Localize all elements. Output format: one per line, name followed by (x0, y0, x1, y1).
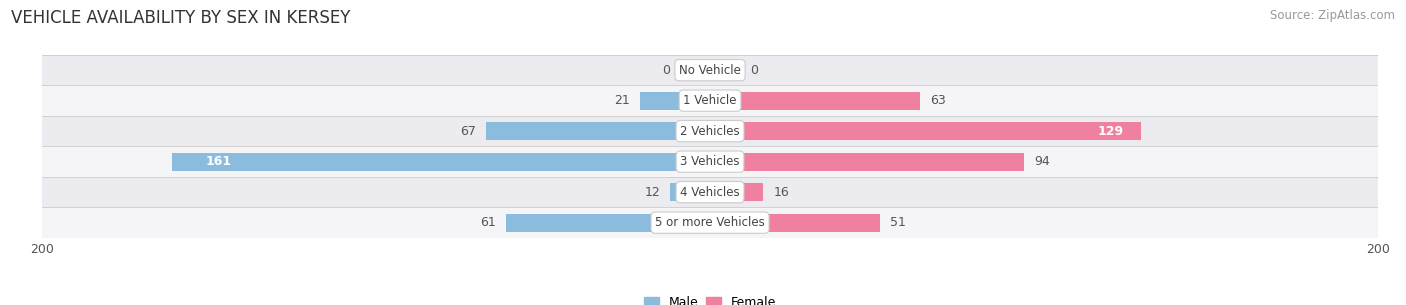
Bar (710, 122, 1140, 140)
Text: 94: 94 (1033, 155, 1050, 168)
Text: Source: ZipAtlas.com: Source: ZipAtlas.com (1270, 9, 1395, 22)
Legend: Male, Female: Male, Female (638, 291, 782, 305)
Text: 12: 12 (644, 186, 659, 199)
Text: 161: 161 (205, 155, 232, 168)
Bar (42, 146, 1378, 177)
Text: 21: 21 (614, 94, 630, 107)
Text: 67: 67 (460, 125, 477, 138)
Text: 63: 63 (931, 94, 946, 107)
Text: 0: 0 (662, 64, 669, 77)
Text: 129: 129 (1098, 125, 1123, 138)
Text: 0: 0 (751, 64, 758, 77)
Bar (42, 116, 1378, 146)
Text: 16: 16 (773, 186, 789, 199)
Text: 3 Vehicles: 3 Vehicles (681, 155, 740, 168)
Bar (710, 183, 763, 201)
Text: 5 or more Vehicles: 5 or more Vehicles (655, 216, 765, 229)
Text: 1 Vehicle: 1 Vehicle (683, 94, 737, 107)
Bar (42, 207, 1378, 238)
Text: VEHICLE AVAILABILITY BY SEX IN KERSEY: VEHICLE AVAILABILITY BY SEX IN KERSEY (11, 9, 350, 27)
Bar (640, 92, 710, 110)
Bar (710, 152, 1024, 171)
Bar (506, 214, 710, 232)
Bar (42, 85, 1378, 116)
Bar (710, 214, 880, 232)
Bar (173, 152, 710, 171)
Bar (486, 122, 710, 140)
Bar (42, 177, 1378, 207)
Text: 51: 51 (890, 216, 907, 229)
Text: 4 Vehicles: 4 Vehicles (681, 186, 740, 199)
Text: 2 Vehicles: 2 Vehicles (681, 125, 740, 138)
Text: No Vehicle: No Vehicle (679, 64, 741, 77)
Bar (42, 55, 1378, 85)
Text: 61: 61 (481, 216, 496, 229)
Bar (669, 183, 710, 201)
Bar (710, 92, 921, 110)
